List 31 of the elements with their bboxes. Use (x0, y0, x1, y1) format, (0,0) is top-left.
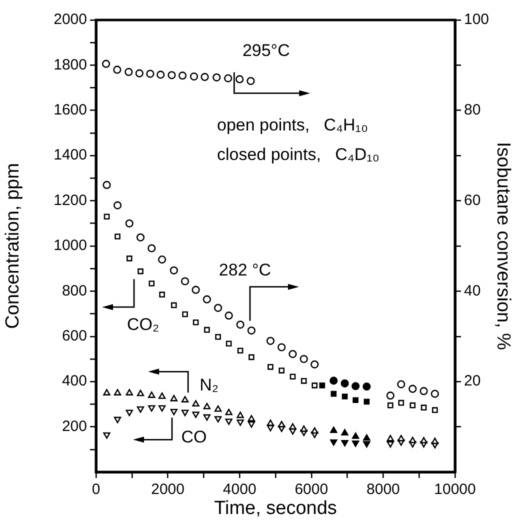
x-tick-label: 4000 (222, 481, 256, 498)
annotation: 295°C (242, 40, 290, 60)
x-axis-title: Time, seconds (214, 498, 337, 519)
annotation: CO₂ (126, 314, 160, 334)
y2-tick-label: 40 (464, 282, 481, 300)
x-tick-label: 10000 (434, 481, 476, 498)
y-tick-label: 1000 (54, 237, 87, 254)
y-tick-label: 600 (62, 328, 87, 345)
y2-tick-label: 60 (464, 192, 481, 209)
y-tick-label: 1400 (54, 146, 87, 164)
annotation: open points, C₄H₁₀ (216, 115, 368, 134)
x-tick-label: 0 (92, 481, 100, 498)
y-tick-label: 1800 (54, 56, 87, 74)
x-tick-label: 2000 (151, 481, 184, 498)
x-tick-label: 6000 (294, 481, 328, 498)
y-tick-label: 2000 (54, 11, 87, 28)
annotation: CO (181, 427, 207, 446)
y-tick-label: 1200 (54, 192, 87, 209)
annotation: 282 °C (218, 260, 272, 280)
y-tick-label: 200 (62, 418, 87, 435)
x-tick-label: 8000 (366, 481, 400, 498)
y-tick-label: 400 (62, 372, 87, 390)
y2-tick-label: 100 (464, 11, 490, 28)
y-axis-title: Concentration, ppm (2, 163, 24, 329)
y2-tick-label: 20 (464, 372, 481, 390)
y-tick-label: 1600 (54, 102, 87, 119)
y2-tick-label: 80 (464, 102, 481, 119)
y-tick-label: 800 (62, 282, 87, 300)
annotation: N₂ (200, 375, 219, 394)
annotation: closed points, C₄D₁₀ (216, 144, 380, 164)
y2-axis-title: Isobutane conversion, % (492, 142, 514, 350)
